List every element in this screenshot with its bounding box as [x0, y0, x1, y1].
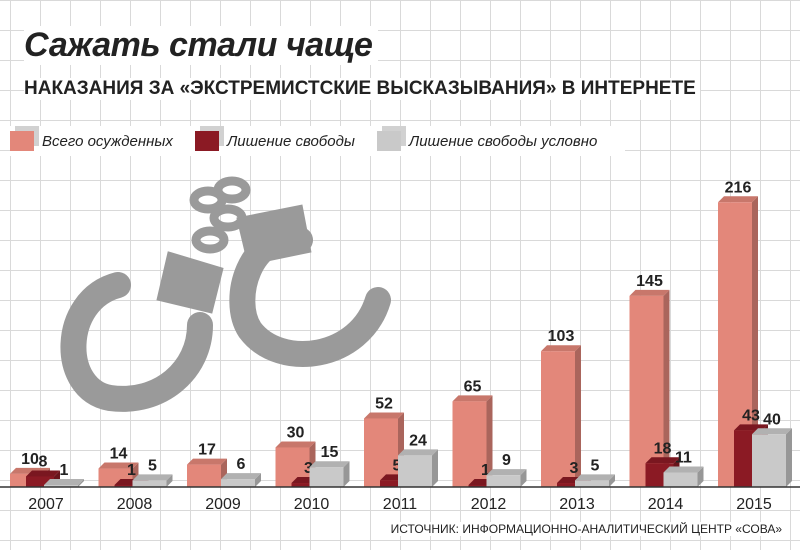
bar-suspended-2011 — [398, 449, 438, 487]
value-label-total-2011: 52 — [375, 395, 393, 412]
legend-label-total: Всего осужденных — [42, 132, 173, 150]
bar-suspended-2007 — [44, 479, 84, 487]
bar-suspended-2014 — [663, 466, 704, 487]
legend-swatch-total — [10, 131, 34, 151]
bar-suspended-2010 — [309, 461, 350, 487]
value-label-prison-2012: 1 — [481, 462, 490, 479]
value-label-total-2007: 10 — [21, 451, 39, 468]
value-label-suspended-2010: 15 — [321, 444, 339, 461]
x-tick-2013: 2013 — [559, 496, 595, 513]
value-label-total-2010: 30 — [287, 424, 305, 441]
value-label-prison-2014: 18 — [654, 440, 672, 457]
value-label-prison-2013: 3 — [570, 460, 579, 477]
value-label-suspended-2011: 24 — [409, 432, 427, 449]
legend-swatch-suspended — [376, 131, 401, 151]
value-label-suspended-2009: 6 — [237, 456, 246, 473]
value-label-prison-2010: 3 — [304, 460, 313, 477]
legend: Всего осужденных Лишение свободы Лишение… — [10, 126, 626, 156]
bar-suspended-2015 — [752, 428, 792, 487]
value-label-suspended-2008: 5 — [148, 457, 157, 474]
bar-total-2015 — [718, 196, 758, 488]
legend-label-suspended: Лишение свободы условно — [408, 132, 598, 150]
x-tick-2010: 2010 — [294, 496, 330, 513]
x-tick-2015: 2015 — [736, 496, 772, 513]
value-label-total-2012: 65 — [464, 378, 482, 395]
value-label-prison-2015: 43 — [742, 407, 760, 424]
value-label-prison-2007: 8 — [39, 453, 48, 470]
legend-swatch-prison — [194, 131, 219, 151]
value-label-prison-2011: 5 — [393, 457, 402, 474]
legend-item-prison: Лишение свободы — [194, 131, 355, 151]
legend-item-total: Всего осужденных — [10, 131, 173, 151]
x-tick-2012: 2012 — [471, 496, 507, 513]
source-note: ИСТОЧНИК: ИНФОРМАЦИОННО-АНАЛИТИЧЕСКИЙ ЦЕ… — [386, 522, 782, 536]
value-label-suspended-2012: 9 — [502, 452, 511, 469]
legend-item-suspended: Лишение свободы условно — [376, 131, 598, 151]
bar-suspended-2009 — [221, 473, 261, 487]
bar-total-2012 — [452, 395, 493, 487]
x-tick-2011: 2011 — [383, 496, 418, 513]
handcuffs-icon — [60, 176, 391, 412]
value-label-prison-2008: 1 — [127, 462, 136, 479]
x-tick-2014: 2014 — [648, 496, 684, 513]
value-label-total-2014: 145 — [636, 273, 663, 290]
bar-total-2009 — [187, 458, 227, 487]
legend-label-prison: Лишение свободы — [226, 132, 355, 150]
value-label-suspended-2015: 40 — [763, 411, 781, 428]
chart-title: Сажать стали чаще — [24, 26, 379, 65]
bar-total-2013 — [541, 345, 581, 487]
chart-subtitle: НАКАЗАНИЯ ЗА «ЭКСТРЕМИСТСКИЕ ВЫСКАЗЫВАНИ… — [24, 78, 700, 100]
value-label-suspended-2014: 11 — [675, 450, 692, 467]
value-label-total-2013: 103 — [548, 328, 575, 345]
bar-total-2014 — [629, 289, 670, 487]
value-label-suspended-2007: 1 — [60, 462, 69, 479]
x-tick-2007: 2007 — [28, 496, 64, 513]
value-label-total-2009: 17 — [198, 442, 216, 459]
bar-suspended-2013 — [575, 474, 615, 487]
x-tick-2009: 2009 — [205, 496, 241, 513]
value-label-total-2008: 14 — [110, 446, 128, 463]
bar-suspended-2008 — [132, 474, 173, 487]
value-label-total-2015: 216 — [725, 179, 752, 196]
value-label-suspended-2013: 5 — [591, 457, 600, 474]
bar-suspended-2012 — [486, 469, 527, 487]
x-tick-2008: 2008 — [117, 496, 153, 513]
